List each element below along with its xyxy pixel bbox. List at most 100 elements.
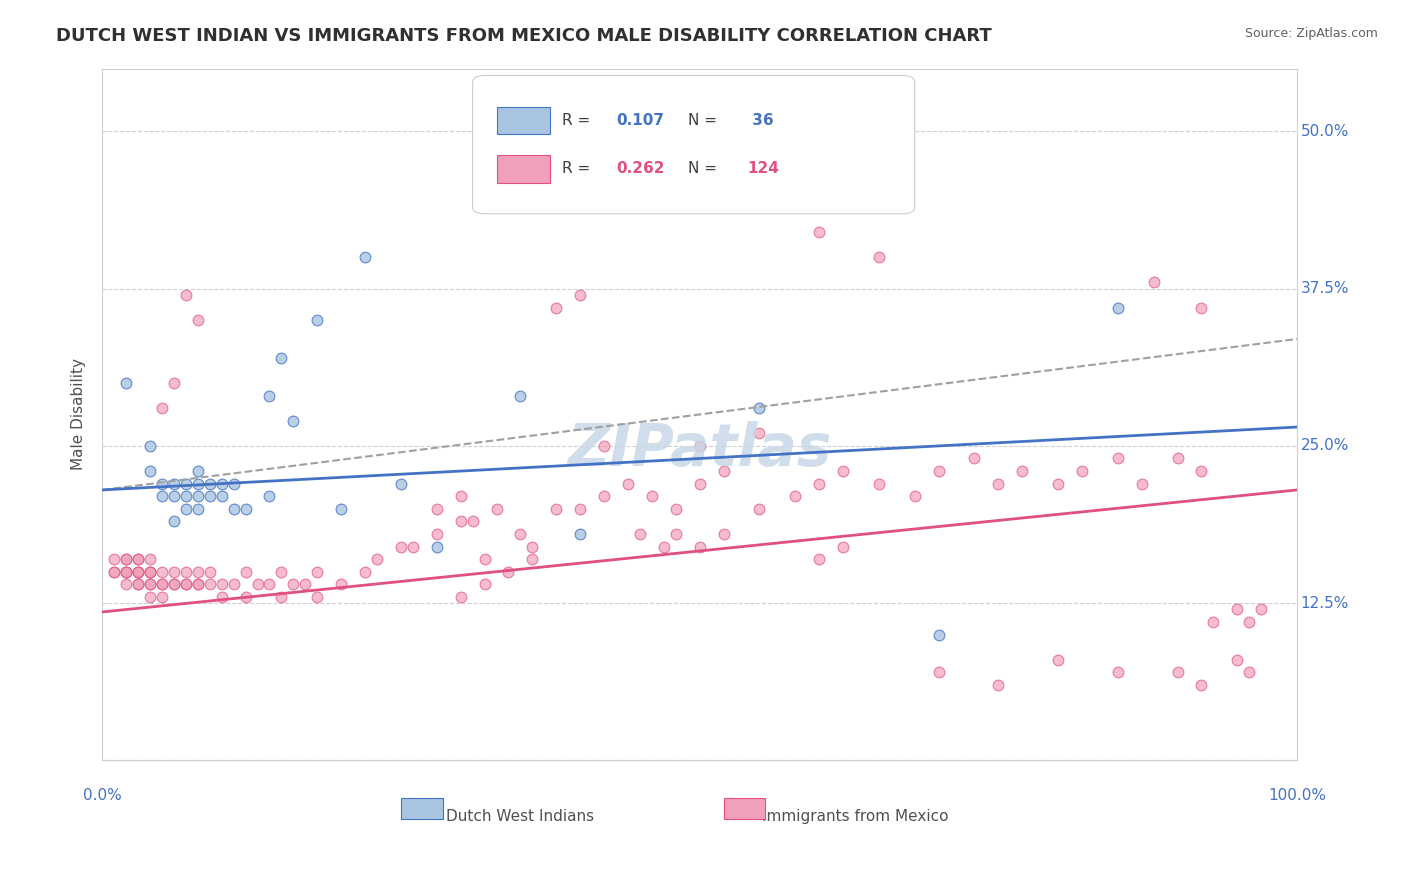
- Point: [1191, 678, 1213, 692]
- Point: [222, 476, 245, 491]
- Point: [139, 577, 162, 591]
- Point: [832, 540, 855, 554]
- Point: [1011, 464, 1033, 478]
- Point: [1239, 665, 1261, 680]
- Point: [115, 552, 138, 566]
- Text: 0.262: 0.262: [616, 161, 665, 177]
- Point: [187, 464, 209, 478]
- Text: 50.0%: 50.0%: [1301, 124, 1348, 139]
- Point: [187, 565, 209, 579]
- Point: [150, 476, 173, 491]
- Point: [163, 515, 186, 529]
- Point: [139, 590, 162, 604]
- Point: [150, 577, 173, 591]
- Point: [307, 313, 329, 327]
- Point: [187, 577, 209, 591]
- Point: [139, 439, 162, 453]
- Point: [150, 401, 173, 416]
- Point: [198, 565, 221, 579]
- Point: [593, 439, 616, 453]
- Point: [366, 552, 388, 566]
- Point: [187, 313, 209, 327]
- Point: [1047, 476, 1070, 491]
- Text: Source: ZipAtlas.com: Source: ZipAtlas.com: [1244, 27, 1378, 40]
- Point: [198, 577, 221, 591]
- Point: [987, 678, 1010, 692]
- Text: 25.0%: 25.0%: [1301, 438, 1348, 453]
- Point: [115, 565, 138, 579]
- Point: [389, 476, 412, 491]
- Point: [354, 565, 377, 579]
- Point: [139, 464, 162, 478]
- Point: [198, 476, 221, 491]
- Point: [569, 288, 592, 302]
- Point: [868, 175, 890, 189]
- Point: [474, 552, 496, 566]
- Point: [307, 590, 329, 604]
- Text: N =: N =: [688, 161, 721, 177]
- Point: [270, 565, 292, 579]
- Point: [163, 565, 186, 579]
- Point: [246, 577, 269, 591]
- Text: 100.0%: 100.0%: [1268, 788, 1326, 803]
- Text: DUTCH WEST INDIAN VS IMMIGRANTS FROM MEXICO MALE DISABILITY CORRELATION CHART: DUTCH WEST INDIAN VS IMMIGRANTS FROM MEX…: [56, 27, 993, 45]
- Point: [1130, 476, 1153, 491]
- Point: [150, 577, 173, 591]
- Point: [115, 565, 138, 579]
- Point: [259, 388, 281, 402]
- Point: [307, 565, 329, 579]
- Point: [641, 489, 664, 503]
- Point: [509, 388, 531, 402]
- Text: 0.107: 0.107: [616, 113, 664, 128]
- Point: [187, 577, 209, 591]
- Point: [1071, 464, 1094, 478]
- Point: [713, 464, 735, 478]
- Text: R =: R =: [562, 113, 595, 128]
- Point: [402, 540, 425, 554]
- Point: [785, 489, 807, 503]
- Point: [187, 501, 209, 516]
- Point: [748, 401, 770, 416]
- Point: [174, 501, 197, 516]
- Point: [593, 489, 616, 503]
- Point: [1107, 451, 1129, 466]
- Point: [1191, 301, 1213, 315]
- Point: [330, 577, 353, 591]
- Point: [139, 565, 162, 579]
- Point: [187, 489, 209, 503]
- Point: [987, 476, 1010, 491]
- Point: [450, 489, 472, 503]
- Point: [832, 464, 855, 478]
- Point: [211, 590, 233, 604]
- Point: [450, 590, 472, 604]
- Point: [211, 577, 233, 591]
- Point: [652, 540, 675, 554]
- Point: [1250, 602, 1272, 616]
- Point: [522, 552, 544, 566]
- Point: [1202, 615, 1225, 629]
- Point: [259, 489, 281, 503]
- Point: [115, 565, 138, 579]
- Point: [127, 565, 149, 579]
- Point: [509, 527, 531, 541]
- Point: [1239, 615, 1261, 629]
- FancyBboxPatch shape: [401, 798, 443, 819]
- Point: [426, 527, 449, 541]
- Point: [450, 515, 472, 529]
- Point: [665, 527, 688, 541]
- Point: [928, 464, 950, 478]
- Point: [1047, 653, 1070, 667]
- Text: Immigrants from Mexico: Immigrants from Mexico: [762, 809, 948, 824]
- Point: [187, 476, 209, 491]
- Point: [127, 577, 149, 591]
- Point: [127, 577, 149, 591]
- Point: [1226, 653, 1249, 667]
- Point: [808, 476, 831, 491]
- Point: [389, 540, 412, 554]
- FancyBboxPatch shape: [496, 106, 550, 135]
- Text: 12.5%: 12.5%: [1301, 596, 1348, 611]
- Point: [294, 577, 316, 591]
- Point: [808, 552, 831, 566]
- Point: [115, 577, 138, 591]
- Point: [270, 590, 292, 604]
